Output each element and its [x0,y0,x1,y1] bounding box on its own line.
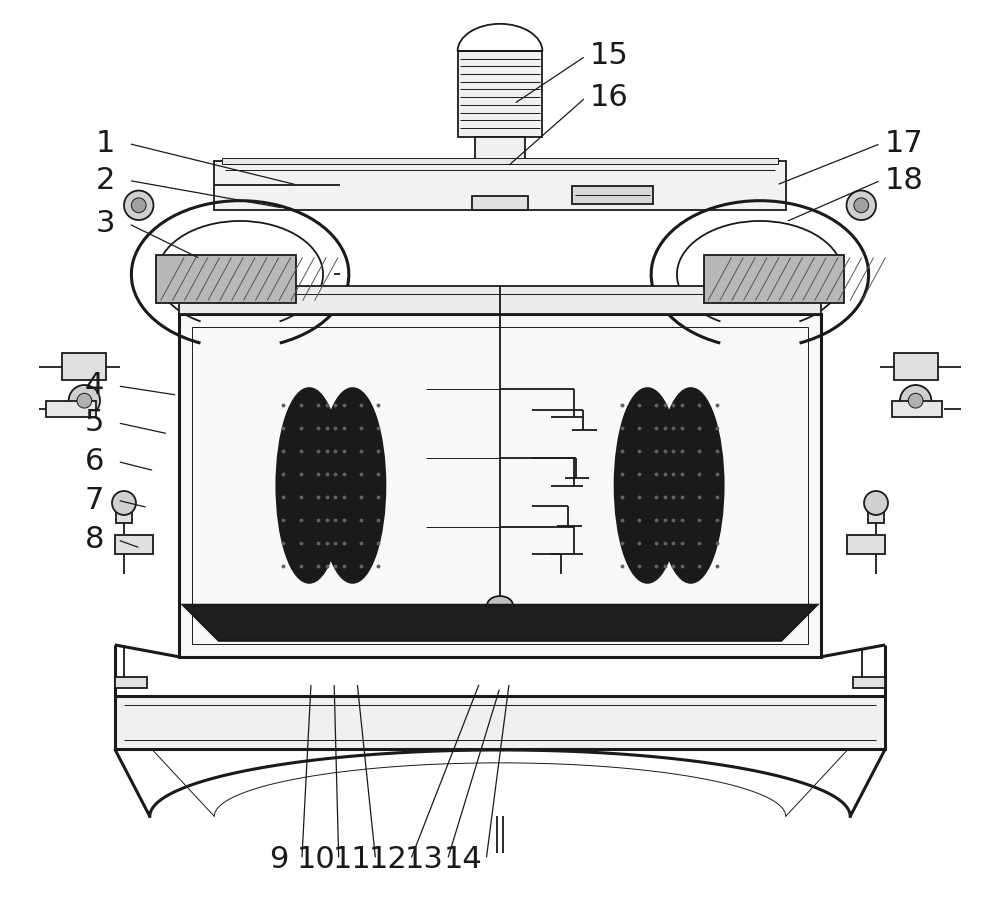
Text: 13: 13 [405,845,444,874]
Ellipse shape [847,190,876,220]
Bar [853,677,885,689]
Text: 15: 15 [589,42,628,70]
Text: 12: 12 [368,845,407,874]
Bar [892,401,942,417]
Bar [179,286,821,314]
Ellipse shape [77,393,92,408]
Text: 5: 5 [85,408,104,438]
Bar [475,138,525,161]
Ellipse shape [854,198,869,212]
Text: 16: 16 [589,83,628,112]
Text: 2: 2 [96,166,115,195]
Ellipse shape [487,596,513,615]
Text: 9: 9 [269,845,289,874]
Text: 14: 14 [444,845,483,874]
Ellipse shape [124,190,153,220]
Bar [572,186,653,204]
Bar [704,255,844,303]
Bar [115,535,153,554]
Ellipse shape [131,198,146,212]
Bar [62,353,106,380]
Text: 8: 8 [85,525,104,555]
Bar [894,353,938,380]
Bar [156,255,296,303]
Bar [116,503,132,523]
Text: 4: 4 [85,371,104,401]
Ellipse shape [900,385,931,416]
Ellipse shape [69,385,100,416]
Bar [868,503,884,523]
Text: 17: 17 [884,129,923,158]
Ellipse shape [615,389,680,582]
Ellipse shape [908,393,923,408]
Bar [192,327,808,644]
Text: 3: 3 [96,210,115,238]
Text: 7: 7 [85,485,104,515]
Polygon shape [184,605,816,641]
Bar [115,677,147,689]
Bar [847,535,885,554]
Text: 1: 1 [96,129,115,158]
Text: 6: 6 [85,447,104,476]
Ellipse shape [277,389,341,582]
Text: 11: 11 [333,845,372,874]
Text: 10: 10 [296,845,335,874]
Bar [472,196,528,210]
Bar [458,52,542,138]
Text: 18: 18 [884,166,923,195]
Ellipse shape [864,491,888,515]
Bar [179,314,821,657]
Bar [214,161,786,210]
Bar [46,401,96,417]
Ellipse shape [112,491,136,515]
Bar [115,696,885,749]
Ellipse shape [659,389,723,582]
Bar [222,158,778,163]
Ellipse shape [320,389,385,582]
